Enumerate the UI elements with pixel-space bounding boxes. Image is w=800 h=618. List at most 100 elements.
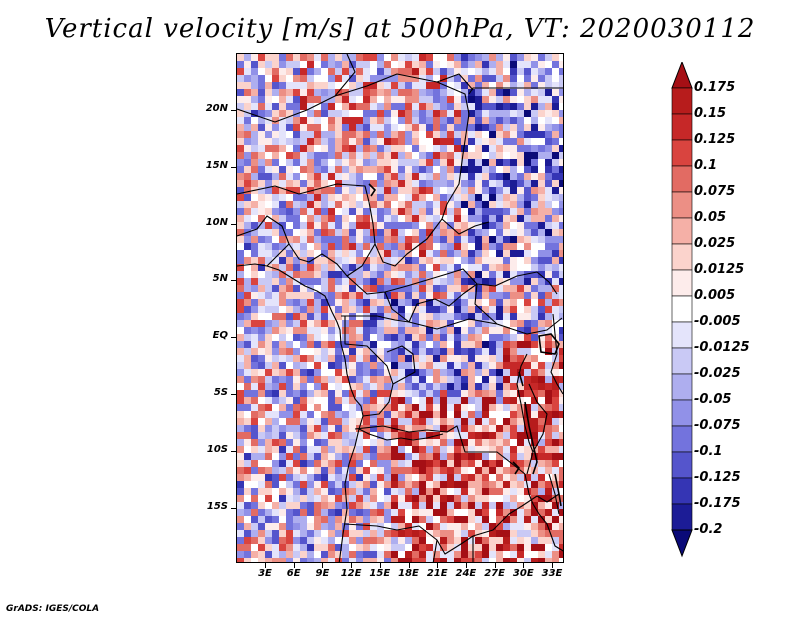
field-cell bbox=[559, 397, 563, 405]
field-cell bbox=[461, 418, 469, 426]
field-cell bbox=[538, 411, 546, 419]
field-cell bbox=[405, 544, 413, 552]
field-cell bbox=[510, 166, 518, 174]
field-cell bbox=[503, 201, 511, 209]
field-cell bbox=[398, 390, 406, 398]
field-cell bbox=[251, 523, 259, 531]
field-cell bbox=[321, 439, 329, 447]
field-cell bbox=[335, 474, 343, 482]
field-cell bbox=[370, 439, 378, 447]
field-cell bbox=[272, 369, 280, 377]
field-cell bbox=[531, 159, 539, 167]
field-cell bbox=[265, 278, 273, 286]
field-cell bbox=[496, 446, 504, 454]
field-cell bbox=[440, 348, 448, 356]
field-cell bbox=[461, 201, 469, 209]
field-cell bbox=[552, 523, 560, 531]
field-cell bbox=[440, 467, 448, 475]
field-cell bbox=[461, 152, 469, 160]
field-cell bbox=[559, 173, 563, 181]
field-cell bbox=[538, 103, 546, 111]
field-cell bbox=[258, 369, 266, 377]
field-cell bbox=[328, 495, 336, 503]
field-cell bbox=[384, 334, 392, 342]
field-cell bbox=[300, 236, 308, 244]
field-cell bbox=[279, 327, 287, 335]
field-cell bbox=[503, 320, 511, 328]
field-cell bbox=[370, 110, 378, 118]
field-cell bbox=[314, 558, 322, 562]
lat-tick-label: 5S bbox=[213, 387, 228, 398]
field-cell bbox=[251, 124, 259, 132]
field-cell bbox=[251, 145, 259, 153]
field-cell bbox=[384, 488, 392, 496]
field-cell bbox=[307, 369, 315, 377]
field-cell bbox=[468, 152, 476, 160]
field-cell bbox=[314, 222, 322, 230]
field-cell bbox=[510, 145, 518, 153]
field-cell bbox=[496, 264, 504, 272]
field-cell bbox=[447, 229, 455, 237]
field-cell bbox=[384, 166, 392, 174]
field-cell bbox=[384, 425, 392, 433]
field-cell bbox=[482, 341, 490, 349]
field-cell bbox=[244, 313, 252, 321]
field-cell bbox=[314, 138, 322, 146]
field-cell bbox=[370, 355, 378, 363]
field-cell bbox=[272, 152, 280, 160]
field-cell bbox=[398, 201, 406, 209]
field-cell bbox=[461, 411, 469, 419]
field-cell bbox=[552, 173, 560, 181]
field-cell bbox=[503, 110, 511, 118]
field-cell bbox=[314, 460, 322, 468]
field-cell bbox=[552, 530, 560, 538]
field-cell bbox=[279, 404, 287, 412]
field-cell bbox=[244, 201, 252, 209]
field-cell bbox=[370, 306, 378, 314]
field-cell bbox=[286, 208, 294, 216]
field-cell bbox=[356, 404, 364, 412]
field-cell bbox=[454, 313, 462, 321]
field-cell bbox=[377, 306, 385, 314]
field-cell bbox=[342, 418, 350, 426]
field-cell bbox=[538, 362, 546, 370]
field-cell bbox=[545, 75, 553, 83]
field-cell bbox=[496, 117, 504, 125]
field-cell bbox=[468, 89, 476, 97]
field-cell bbox=[335, 124, 343, 132]
field-cell bbox=[370, 523, 378, 531]
field-cell bbox=[552, 124, 560, 132]
field-cell bbox=[251, 131, 259, 139]
field-cell bbox=[398, 68, 406, 76]
field-cell bbox=[531, 488, 539, 496]
field-cell bbox=[244, 320, 252, 328]
field-cell bbox=[468, 159, 476, 167]
field-cell bbox=[244, 537, 252, 545]
field-cell bbox=[524, 404, 532, 412]
field-cell bbox=[538, 488, 546, 496]
field-cell bbox=[244, 551, 252, 559]
field-cell bbox=[489, 215, 497, 223]
field-cell bbox=[489, 460, 497, 468]
field-cell bbox=[419, 96, 427, 104]
field-cell bbox=[545, 152, 553, 160]
field-cell bbox=[433, 446, 441, 454]
field-cell bbox=[265, 439, 273, 447]
field-cell bbox=[461, 173, 469, 181]
field-cell bbox=[454, 145, 462, 153]
field-cell bbox=[468, 124, 476, 132]
field-cell bbox=[335, 551, 343, 559]
field-cell bbox=[342, 124, 350, 132]
field-cell bbox=[412, 530, 420, 538]
field-cell bbox=[272, 341, 280, 349]
field-cell bbox=[559, 96, 563, 104]
field-cell bbox=[391, 138, 399, 146]
field-cell bbox=[293, 355, 301, 363]
field-cell bbox=[258, 530, 266, 538]
field-cell bbox=[335, 278, 343, 286]
field-cell bbox=[489, 383, 497, 391]
field-cell bbox=[433, 502, 441, 510]
field-cell bbox=[552, 264, 560, 272]
field-cell bbox=[412, 166, 420, 174]
field-cell bbox=[468, 187, 476, 195]
